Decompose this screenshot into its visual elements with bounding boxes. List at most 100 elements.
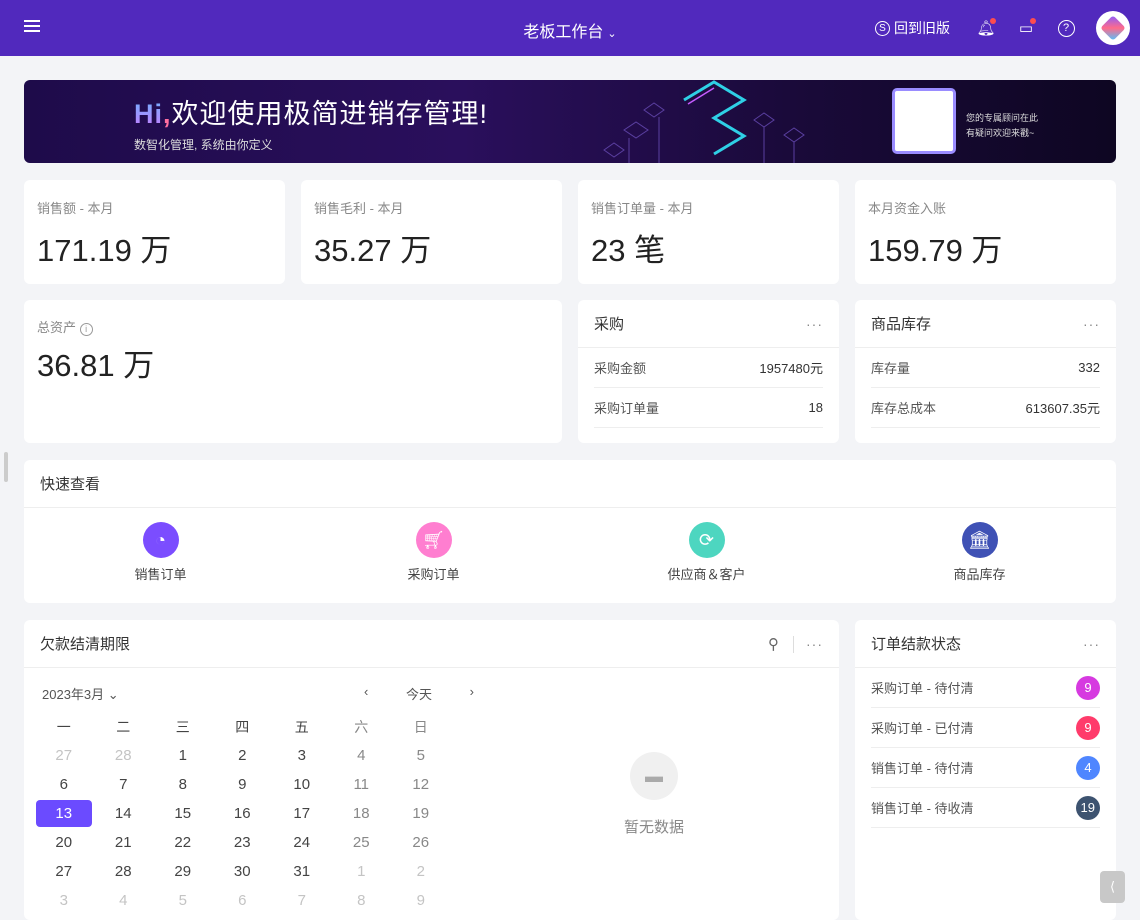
calendar-day[interactable]: 4	[119, 892, 128, 909]
banner-hi: Hi	[134, 99, 163, 129]
calendar-day[interactable]: 27	[55, 863, 73, 880]
count-badge: 19	[1075, 795, 1100, 820]
kv-key: 采购金额	[594, 361, 647, 376]
kv-key: 库存量	[871, 361, 911, 376]
notification-dot	[990, 18, 996, 24]
stat-value: 23 笔	[591, 233, 666, 268]
empty-inbox-icon: ▬	[630, 752, 678, 800]
calendar-day[interactable]: 22	[174, 834, 192, 851]
weekday-header: 日	[413, 718, 428, 735]
quick-inventory[interactable]: 🏛︎ 商品库存	[880, 522, 1080, 583]
search-icon[interactable]: ⚲	[768, 635, 779, 653]
stat-card-funds[interactable]: 本月资金入账 159.79 万	[855, 180, 1116, 284]
month-picker[interactable]: 2023年3月 ⌄	[42, 684, 119, 703]
calendar-day[interactable]: 28	[114, 863, 132, 880]
assets-label: 总资产	[37, 320, 77, 335]
collapse-button[interactable]: ⟨	[1100, 871, 1125, 903]
calendar-day[interactable]: 8	[178, 776, 187, 793]
more-icon[interactable]: ···	[806, 315, 823, 332]
stat-card-sales[interactable]: 销售额 - 本月 171.19 万	[24, 180, 285, 284]
calendar-day[interactable]: 7	[119, 776, 128, 793]
calendar-day[interactable]: 2	[238, 747, 247, 764]
calendar-day[interactable]: 5	[416, 747, 425, 764]
more-icon[interactable]: ···	[1083, 315, 1100, 332]
calendar-day[interactable]: 6	[59, 776, 68, 793]
inventory-card: 商品库存 ··· 库存量 332 库存总成本 613607.35元	[855, 300, 1116, 443]
calendar-day[interactable]: 19	[412, 805, 430, 822]
calendar-day[interactable]: 12	[412, 776, 430, 793]
coin-icon: S	[875, 20, 890, 36]
prev-month-button[interactable]: ‹	[364, 684, 369, 699]
today-button[interactable]: 今天	[405, 687, 432, 702]
calendar-day[interactable]: 31	[293, 863, 311, 880]
calendar-day[interactable]: 27	[55, 747, 73, 764]
weekday-header: 二	[116, 718, 131, 735]
inbox-icon[interactable]: ▭	[1016, 18, 1036, 38]
calendar-day[interactable]: 26	[412, 834, 430, 851]
status-row[interactable]: 销售订单 - 待收清 19	[871, 788, 1100, 828]
calendar-day[interactable]: 17	[293, 805, 311, 822]
calendar-day[interactable]: 8	[357, 892, 366, 909]
calendar-day[interactable]: 23	[233, 834, 251, 851]
count-badge: 4	[1076, 755, 1100, 780]
banner-illustration	[603, 80, 805, 163]
status-row[interactable]: 采购订单 - 待付清 9	[871, 668, 1100, 708]
count-badge: 9	[1076, 675, 1100, 700]
more-icon[interactable]: ···	[1083, 635, 1100, 652]
quick-suppliers-customers[interactable]: ⟳ 供应商＆客户	[607, 522, 807, 583]
help-icon[interactable]: ?	[1056, 18, 1076, 38]
calendar-day[interactable]: 9	[238, 776, 247, 793]
quick-view-card: 快速查看 ◔ 销售订单 🛒︎ 采购订单 ⟳ 供应商＆客户 🏛︎ 商品库存	[24, 460, 1116, 603]
calendar-day[interactable]: 24	[293, 834, 311, 851]
stat-value: 35.27 万	[314, 233, 432, 268]
quick-label: 采购订单	[407, 567, 460, 582]
calendar-day[interactable]: 6	[238, 892, 247, 909]
kv-value: 1957480元	[759, 361, 823, 376]
calendar-day-selected[interactable]: 13	[36, 800, 92, 827]
calendar-day[interactable]: 4	[357, 747, 366, 764]
month-label: 2023年3月	[42, 687, 105, 702]
quick-purchase-orders[interactable]: 🛒︎ 采购订单	[334, 522, 534, 583]
calendar-day[interactable]: 7	[297, 892, 306, 909]
empty-text: 暂无数据	[623, 819, 684, 836]
quick-sales-orders[interactable]: ◔ 销售订单	[61, 522, 261, 583]
calendar-day[interactable]: 21	[114, 834, 132, 851]
calendar-day[interactable]: 20	[55, 834, 73, 851]
calendar-day[interactable]: 9	[416, 892, 425, 909]
old-version-button[interactable]: S 回到旧版	[875, 18, 950, 38]
qr-code	[892, 88, 956, 154]
calendar-day[interactable]: 15	[174, 805, 192, 822]
status-row[interactable]: 销售订单 - 待付清 4	[871, 748, 1100, 788]
sidebar-drag-handle[interactable]	[4, 452, 8, 482]
calendar-day[interactable]: 3	[297, 747, 306, 764]
calendar-day[interactable]: 25	[352, 834, 370, 851]
info-icon[interactable]: i	[79, 322, 93, 336]
calendar-day[interactable]: 29	[174, 863, 192, 880]
stat-card-orders[interactable]: 销售订单量 - 本月 23 笔	[578, 180, 839, 284]
status-row[interactable]: 采购订单 - 已付清 9	[871, 708, 1100, 748]
cart-icon: 🛒︎	[415, 522, 452, 558]
calendar-day[interactable]: 1	[178, 747, 187, 764]
stat-label: 销售毛利 - 本月	[314, 201, 404, 216]
calendar-day[interactable]: 14	[114, 805, 132, 822]
status-label: 采购订单 - 待付清	[871, 681, 974, 696]
next-month-button[interactable]: ›	[469, 684, 474, 699]
avatar[interactable]	[1096, 11, 1130, 45]
calendar-day[interactable]: 16	[233, 805, 251, 822]
calendar-day[interactable]: 1	[357, 863, 366, 880]
calendar-day[interactable]: 28	[114, 747, 132, 764]
bell-icon[interactable]: 🔔︎	[976, 18, 996, 37]
calendar-day[interactable]: 11	[353, 776, 370, 793]
calendar-day[interactable]: 30	[233, 863, 251, 880]
more-icon[interactable]: ···	[806, 635, 823, 652]
stat-card-gross-profit[interactable]: 销售毛利 - 本月 35.27 万	[301, 180, 562, 284]
calendar-day[interactable]: 3	[59, 892, 68, 909]
calendar-day[interactable]: 18	[352, 805, 370, 822]
calendar-day[interactable]: 5	[178, 892, 187, 909]
menu-icon[interactable]	[24, 20, 40, 32]
workspace-switcher[interactable]: 老板工作台 ⌄	[0, 18, 1140, 42]
calendar-day[interactable]: 2	[416, 863, 425, 880]
calendar-grid: 一二三四五六日 27 28 1 2 3 4 5 6 7 8 9 10 11 12 13 14 15 16 17 18 19…	[34, 712, 451, 915]
stat-label: 本月资金入账	[868, 201, 947, 216]
calendar-day[interactable]: 10	[293, 776, 311, 793]
